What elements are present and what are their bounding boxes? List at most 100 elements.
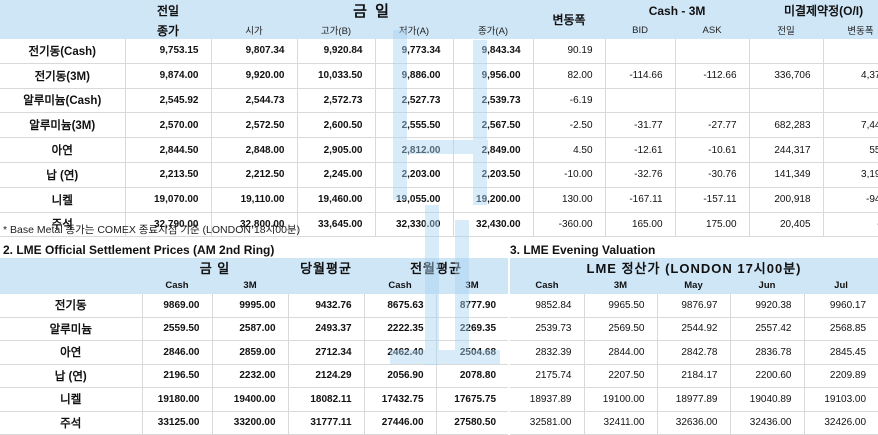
prev-month-cash-value: 17432.75 [363,387,437,412]
table-row: 2175.74 2207.50 2184.17 2200.60 2209.89 [510,364,878,388]
evening-value: 19103.00 [803,387,878,412]
close-value: 2,539.73 [452,88,534,114]
evening-column-header: Jun [730,277,804,294]
close-value: 32,430.00 [452,212,534,238]
ask-value [674,88,750,114]
settlement-cash-value: 2846.00 [141,340,212,365]
evening-valuation-table: LME 정산가 (LONDON 17시00분) Cash 3M May Jun Jul … [510,258,878,435]
high-value: 33,645.00 [296,212,375,238]
metal-name: 주석 [0,411,142,435]
table-row: 주석 32,790.00 32,800.00 33,645.00 32,330.00 32… [0,212,878,238]
high-value: 2,600.50 [296,112,375,139]
evening-value: 9876.97 [656,294,730,318]
evening-value: 2568.85 [803,317,878,341]
settlement-corner-cell [0,258,142,294]
evening-value: 2200.60 [729,364,804,388]
ask-value: 175.00 [674,212,750,238]
month-average-value: 2124.29 [287,364,365,388]
metal-name: 아연 [0,340,142,365]
base-metal-price-table: 전일 금 일 변동폭 Cash - 3M 미결제약정(O/I) 종가 시가 고가… [0,0,878,238]
evening-value: 19100.00 [583,387,657,412]
bid-value: -167.11 [604,187,676,213]
evening-value: 2207.50 [583,364,657,388]
change-value: -6.19 [532,88,606,114]
open-value: 19,110.00 [210,187,297,213]
evening-value: 9960.17 [803,294,878,318]
evening-column-header: 3M [584,277,657,294]
table-row: 납 (연) 2,213.50 2,212.50 2,245.00 2,203.00 2,2… [0,162,878,188]
month-average-value: 2493.37 [287,317,365,341]
settlement-today-header: 금 일 [142,258,289,277]
prev-month-cash-value: 27446.00 [363,411,437,435]
low-value: 19,055.00 [374,187,453,213]
table-row: 아연 2,844.50 2,848.00 2,905.00 2,812.00 2,849.… [0,137,878,163]
close-value: 2,203.50 [452,162,534,188]
prev-month-3m-value: 17675.75 [435,387,509,412]
prev-month-cash-value: 8675.63 [363,294,437,318]
bid-value: -32.76 [604,162,676,188]
oi-prev-value: 200,918 [748,187,824,213]
month-average-header: 당월평균 [288,258,365,277]
prev-close-header-line2: 종가 [125,21,211,39]
ask-subheader: ASK [675,21,750,39]
bid-value [604,39,676,64]
prev-close-value: 2,570.00 [124,112,211,139]
prev-close-value: 2,844.50 [124,137,211,163]
close-value: 9,956.00 [452,63,534,89]
evening-value: 2569.50 [583,317,657,341]
low-value: 2,527.73 [374,88,453,114]
close-value: 2,567.50 [452,112,534,139]
ask-value: -112.66 [674,63,750,89]
table-row: 전기동 9869.00 9995.00 9432.76 8675.63 8777.90 [0,294,509,318]
evening-value: 9965.50 [583,294,657,318]
settlement-3m-value: 19400.00 [211,387,289,412]
settlement-cash-value: 19180.00 [141,387,212,412]
settlement-3m-value: 33200.00 [211,411,289,435]
open-value: 2,544.73 [210,88,297,114]
high-value: 19,460.00 [296,187,375,213]
prev-close-value: 9,874.00 [124,63,211,89]
high-value: 2,905.00 [296,137,375,163]
close-value: 9,843.34 [452,39,534,64]
evening-value: 9852.84 [510,294,584,318]
metal-name: 전기동(Cash) [0,39,125,64]
evening-value: 19040.89 [729,387,804,412]
open-value: 32,800.00 [210,212,297,238]
settlement-3m-value: 2859.00 [211,340,289,365]
table-row: 알루미늄(Cash) 2,545.92 2,544.73 2,572.73 2,527.… [0,88,878,114]
settlement-cash-value: 9869.00 [141,294,212,318]
evening-column-header: Jul [804,277,878,294]
metal-name: 전기동 [0,294,142,318]
open-value: 2,848.00 [210,137,297,163]
oi-change-value: 553 [822,137,878,163]
prev-month-3m-value: 27580.50 [435,411,509,435]
oi-change-value: 3,195 [822,162,878,188]
evening-value: 32411.00 [583,411,657,435]
bid-value: 165.00 [604,212,676,238]
bid-value: -31.77 [604,112,676,139]
metal-name: 니켈 [0,187,125,213]
metal-name: 알루미늄 [0,317,142,341]
change-value: 4.50 [532,137,606,163]
oi-prev-subheader: 전일 [749,21,824,39]
prev-month-3m-value: 2504.68 [435,340,509,365]
metal-name: 알루미늄(Cash) [0,88,125,114]
table-row: 니켈 19180.00 19400.00 18082.11 17432.75 17675.… [0,387,509,412]
section-3-title: 3. LME Evening Valuation [510,243,656,257]
oi-prev-value [748,88,824,114]
month-average-value: 18082.11 [287,387,365,412]
high-value: 9,920.84 [296,39,375,64]
high-subheader: 고가(B) [297,21,375,39]
close-subheader: 종가(A) [453,21,534,39]
ask-value: -27.77 [674,112,750,139]
prev-month-cash-value: 2056.90 [363,364,437,388]
change-value: 130.00 [532,187,606,213]
table-row: 알루미늄(3M) 2,570.00 2,572.50 2,600.50 2,555.50… [0,112,878,139]
ask-value: -30.76 [674,162,750,188]
prev-month-3m-subheader: 3M [436,277,509,294]
evening-value: 18937.89 [510,387,584,412]
table-row: 전기동(3M) 9,874.00 9,920.00 10,033.50 9,886.00… [0,63,878,89]
settlement-cash-value: 33125.00 [141,411,212,435]
oi-change-subheader: 변동폭 [823,21,878,39]
evening-value: 2175.74 [510,364,584,388]
